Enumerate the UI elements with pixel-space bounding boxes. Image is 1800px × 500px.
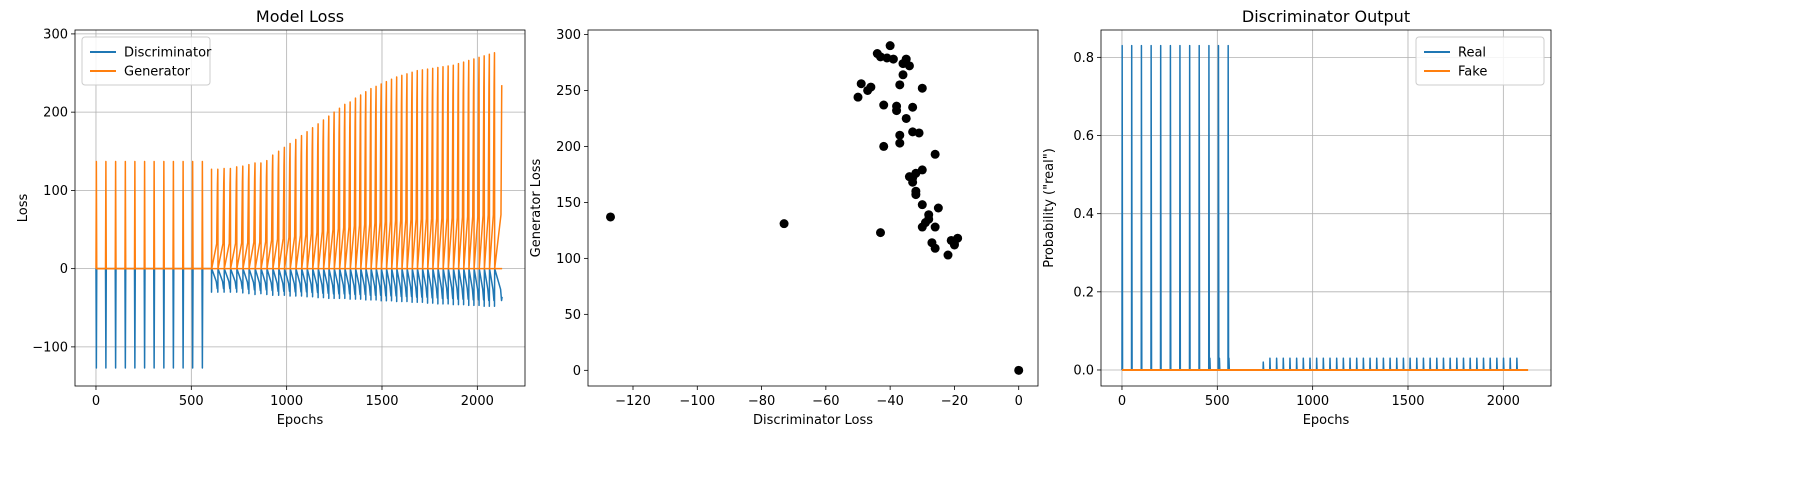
x-tick-label: 1000 <box>270 394 303 409</box>
y-tick-label: 200 <box>43 106 68 121</box>
y-tick-label: 300 <box>556 28 581 43</box>
scatter-point <box>879 100 889 110</box>
scatter-point <box>953 233 963 243</box>
y-axis-label: Generator Loss <box>529 158 544 257</box>
y-tick-label: −100 <box>32 340 68 355</box>
chart-title: Model Loss <box>256 7 344 26</box>
scatter-point <box>917 200 927 210</box>
scatter-point <box>914 128 924 138</box>
x-tick-label: −40 <box>876 394 903 409</box>
x-tick-label: 500 <box>1205 394 1230 409</box>
scatter-point <box>911 190 921 200</box>
scatter-point <box>856 79 866 89</box>
y-tick-label: 300 <box>43 27 68 42</box>
y-tick-label: 200 <box>556 140 581 155</box>
x-tick-label: 2000 <box>461 394 494 409</box>
x-tick-label: 0 <box>1015 394 1023 409</box>
x-tick-label: 2000 <box>1487 394 1520 409</box>
x-tick-label: 0 <box>1118 394 1126 409</box>
x-tick-label: 1500 <box>365 394 398 409</box>
chart-title: Discriminator Output <box>1242 7 1410 26</box>
scatter-point <box>895 130 905 140</box>
scatter-point <box>924 210 934 220</box>
loss-scatter-chart: −120 −100 −80 −60 −40 −20 0 0 50 100 150 200 250 300 D… <box>529 28 1039 428</box>
scatter-point <box>885 41 895 51</box>
plot-frame <box>74 29 526 387</box>
x-axis-label: Epochs <box>1303 413 1350 428</box>
x-tick-label: −80 <box>748 394 775 409</box>
y-tick-label: 50 <box>564 308 581 323</box>
y-tick-label: 0 <box>60 262 68 277</box>
y-tick-label: 0.0 <box>1073 363 1094 378</box>
y-axis-label: Probability ("real") <box>1042 148 1057 268</box>
scatter-point <box>853 92 863 102</box>
scatter-point <box>895 80 905 90</box>
scatter-point <box>879 141 889 151</box>
plot-area <box>95 51 503 369</box>
scatter-point <box>876 228 885 238</box>
scatter-point <box>606 212 615 222</box>
scatter-point <box>930 222 940 232</box>
y-tick-label: 0.6 <box>1073 129 1094 144</box>
y-axis-label: Loss <box>16 194 31 223</box>
scatter-point <box>930 149 940 159</box>
scatter-point <box>904 61 914 71</box>
plot-area <box>606 41 1024 375</box>
scatter-point <box>917 83 927 93</box>
scatter-point <box>908 102 918 112</box>
scatter-point <box>917 165 927 175</box>
y-tick-label: 0.8 <box>1073 51 1094 66</box>
legend-frame <box>1415 36 1545 86</box>
legend-label-fake: Fake <box>1458 65 1487 80</box>
x-tick-label: −20 <box>941 394 968 409</box>
series-real-line <box>1121 44 1518 371</box>
scatter-point <box>779 219 789 229</box>
series-generator-line <box>95 51 503 270</box>
scatter-point <box>1014 365 1024 375</box>
x-axis-label: Epochs <box>277 413 324 428</box>
x-tick-label: 0 <box>92 394 100 409</box>
scatter-point <box>895 138 905 148</box>
y-tick-label: 0.4 <box>1073 207 1094 222</box>
x-tick-label: −100 <box>679 394 715 409</box>
y-tick-label: 100 <box>43 184 68 199</box>
plot-frame <box>587 29 1039 387</box>
legend: Real Fake <box>1415 36 1545 86</box>
x-tick-label: −60 <box>812 394 839 409</box>
scatter-point <box>898 70 908 80</box>
plot-frame <box>1100 29 1552 387</box>
x-tick-label: 1000 <box>1296 394 1329 409</box>
y-tick-label: 0.2 <box>1073 285 1094 300</box>
scatter-point <box>901 54 911 64</box>
legend: Discriminator Generator <box>81 36 212 86</box>
scatter-point <box>933 203 943 213</box>
legend-frame <box>81 36 211 86</box>
legend-label-generator: Generator <box>124 65 191 80</box>
x-tick-label: −120 <box>615 394 651 409</box>
y-tick-label: 250 <box>556 84 581 99</box>
scatter-point <box>866 82 876 92</box>
y-tick-label: 150 <box>556 196 581 211</box>
series-discriminator-line <box>95 267 503 369</box>
y-tick-label: 0 <box>573 364 581 379</box>
legend-label-real: Real <box>1458 46 1486 61</box>
model-loss-chart: 0 500 1000 1500 2000 −100 0 100 200 300 Model Loss… <box>16 7 526 428</box>
x-tick-label: 500 <box>179 394 204 409</box>
x-axis-label: Discriminator Loss <box>753 413 873 428</box>
scatter-point <box>901 113 911 123</box>
discriminator-output-chart: 0 500 1000 1500 2000 0.0 0.2 0.4 0.6 0.8 Discrimin… <box>1042 7 1552 428</box>
scatter-point <box>908 177 918 187</box>
legend-label-discriminator: Discriminator <box>124 46 212 61</box>
x-tick-label: 1500 <box>1391 394 1424 409</box>
y-tick-label: 100 <box>556 252 581 267</box>
scatter-point <box>892 106 902 116</box>
scatter-point <box>930 243 940 253</box>
plot-area <box>1121 44 1529 371</box>
scatter-point <box>888 54 898 64</box>
scatter-point <box>943 250 953 260</box>
